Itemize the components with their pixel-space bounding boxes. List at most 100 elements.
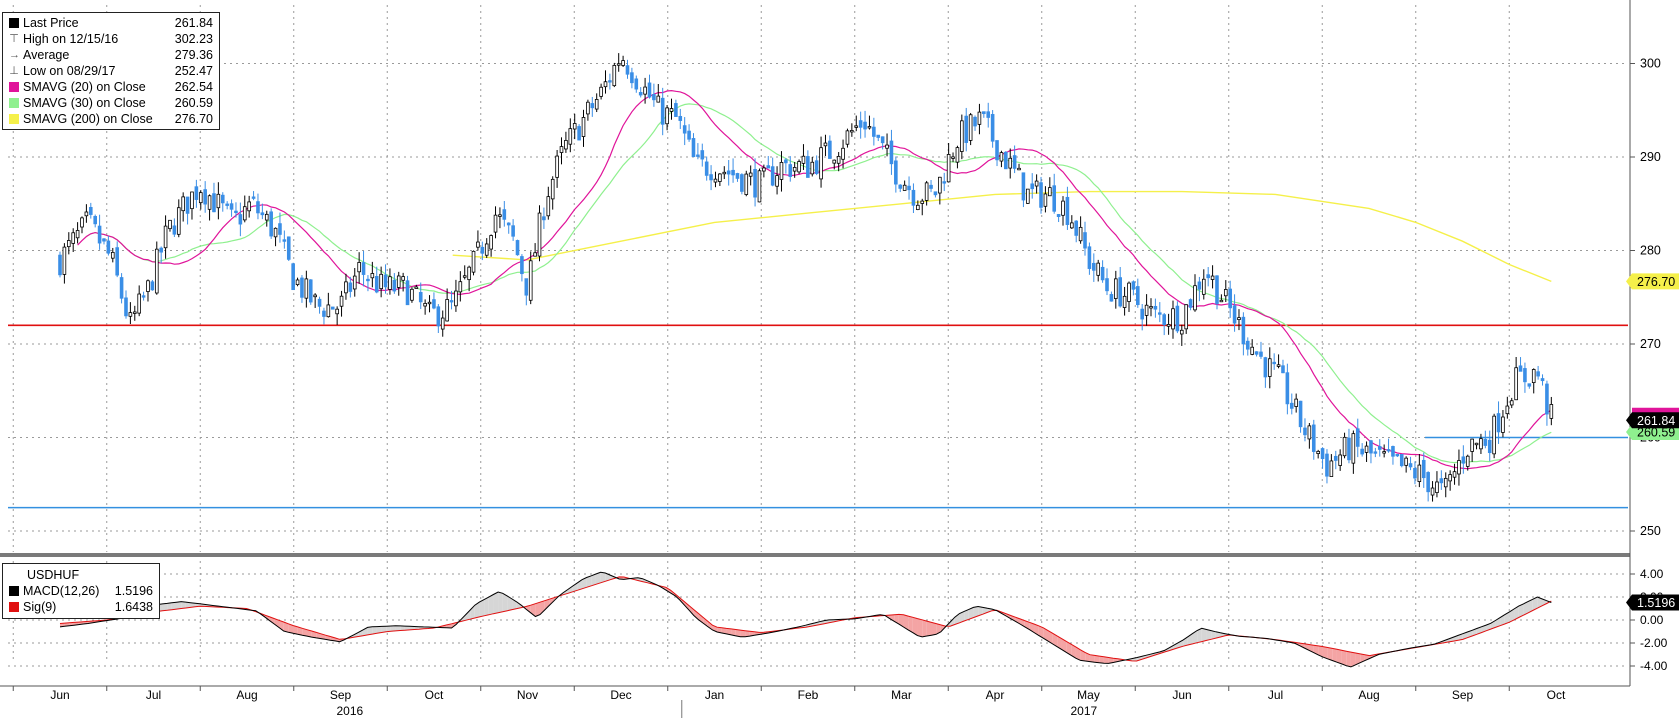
candle [1087, 242, 1092, 275]
candle-body [511, 225, 515, 237]
candle-body [190, 191, 194, 210]
candle [1316, 449, 1320, 459]
candle-body [1157, 312, 1162, 315]
candle [313, 293, 317, 308]
candle [75, 222, 80, 244]
candle [999, 150, 1004, 168]
candle [295, 277, 300, 287]
candle [1325, 449, 1329, 484]
candle [1417, 454, 1422, 488]
candle [625, 59, 630, 79]
month-label: May [1077, 688, 1100, 702]
legend-value: 1.6438 [114, 600, 153, 614]
candle-body [330, 306, 335, 310]
candle-body [1004, 151, 1008, 170]
candle-body [357, 262, 361, 273]
candle [1487, 430, 1492, 462]
candle-body [1501, 416, 1505, 433]
candle-body [1364, 445, 1369, 453]
candle [256, 193, 260, 220]
candle [735, 172, 740, 182]
candle-body [291, 263, 295, 291]
candle [559, 137, 564, 165]
candle [1065, 186, 1070, 230]
candle-body [1039, 182, 1043, 208]
macd-fill-segment [171, 602, 177, 610]
candle-body [216, 193, 221, 209]
candle-body [256, 201, 260, 214]
candle [322, 307, 326, 325]
candle [1219, 294, 1224, 303]
candle [850, 123, 854, 137]
macd-fill-segment [1318, 645, 1323, 658]
candle [942, 172, 947, 192]
candle-body [1206, 274, 1210, 279]
candle [832, 159, 837, 170]
candle-body [176, 207, 181, 235]
candle [401, 272, 405, 292]
candle [1461, 445, 1466, 474]
candle [1360, 443, 1364, 457]
candle-body [696, 154, 700, 157]
candle [638, 87, 643, 98]
candle-body [1254, 351, 1259, 355]
candle [238, 202, 243, 237]
candle-body [374, 276, 379, 293]
macd-fill-segment [595, 572, 601, 585]
candle [1399, 454, 1404, 468]
month-label: Jun [50, 688, 69, 702]
candle-body [361, 262, 366, 275]
candle-body [1289, 402, 1294, 409]
macd-fill-segment [1089, 654, 1095, 663]
candle [93, 214, 97, 228]
candle [933, 191, 938, 198]
macd-fill-segment [1048, 630, 1053, 644]
candle [577, 124, 581, 141]
macd-fill-segment [1364, 654, 1370, 661]
candle [1056, 213, 1061, 223]
candle [357, 252, 361, 284]
candle [1030, 173, 1035, 199]
candle-body [366, 278, 370, 282]
candle [894, 156, 898, 193]
macd-tick-label: -2.00 [1640, 636, 1668, 650]
legend-value: 260.59 [174, 96, 213, 110]
candle-body [823, 142, 828, 147]
candle [502, 200, 507, 227]
legend-item: SMAVG (30) on Close 260.59 [3, 95, 219, 111]
candle [1347, 428, 1351, 464]
candle [885, 133, 889, 157]
candle-body [898, 184, 903, 189]
candle [1004, 151, 1008, 170]
candle-body [445, 299, 449, 322]
candle-body [533, 252, 537, 257]
macd-fill-segment [1057, 636, 1062, 650]
macd-fill-segment [1341, 650, 1347, 666]
sma200-line [452, 190, 1552, 283]
candle [1122, 286, 1127, 316]
candle-body [907, 185, 911, 191]
candle [1026, 188, 1030, 204]
candle-body [396, 275, 401, 288]
candle-body [990, 114, 995, 142]
candle-body [84, 211, 89, 217]
candle-body [656, 95, 661, 103]
candle-body [225, 203, 229, 206]
candle-body [638, 92, 643, 96]
candle-body [872, 126, 876, 137]
candle-body [524, 278, 529, 296]
macd-fill-segment [1332, 648, 1337, 663]
candle [185, 196, 190, 225]
candle-body [792, 167, 797, 172]
candle [458, 271, 463, 302]
candle [603, 70, 608, 94]
candle [1545, 380, 1549, 426]
candle [955, 145, 960, 169]
candle-body [432, 299, 436, 309]
candle [872, 117, 876, 146]
candle-body [995, 140, 999, 161]
candle [858, 111, 863, 139]
macd-fill-segment [502, 593, 508, 612]
candle-body [1298, 400, 1303, 428]
